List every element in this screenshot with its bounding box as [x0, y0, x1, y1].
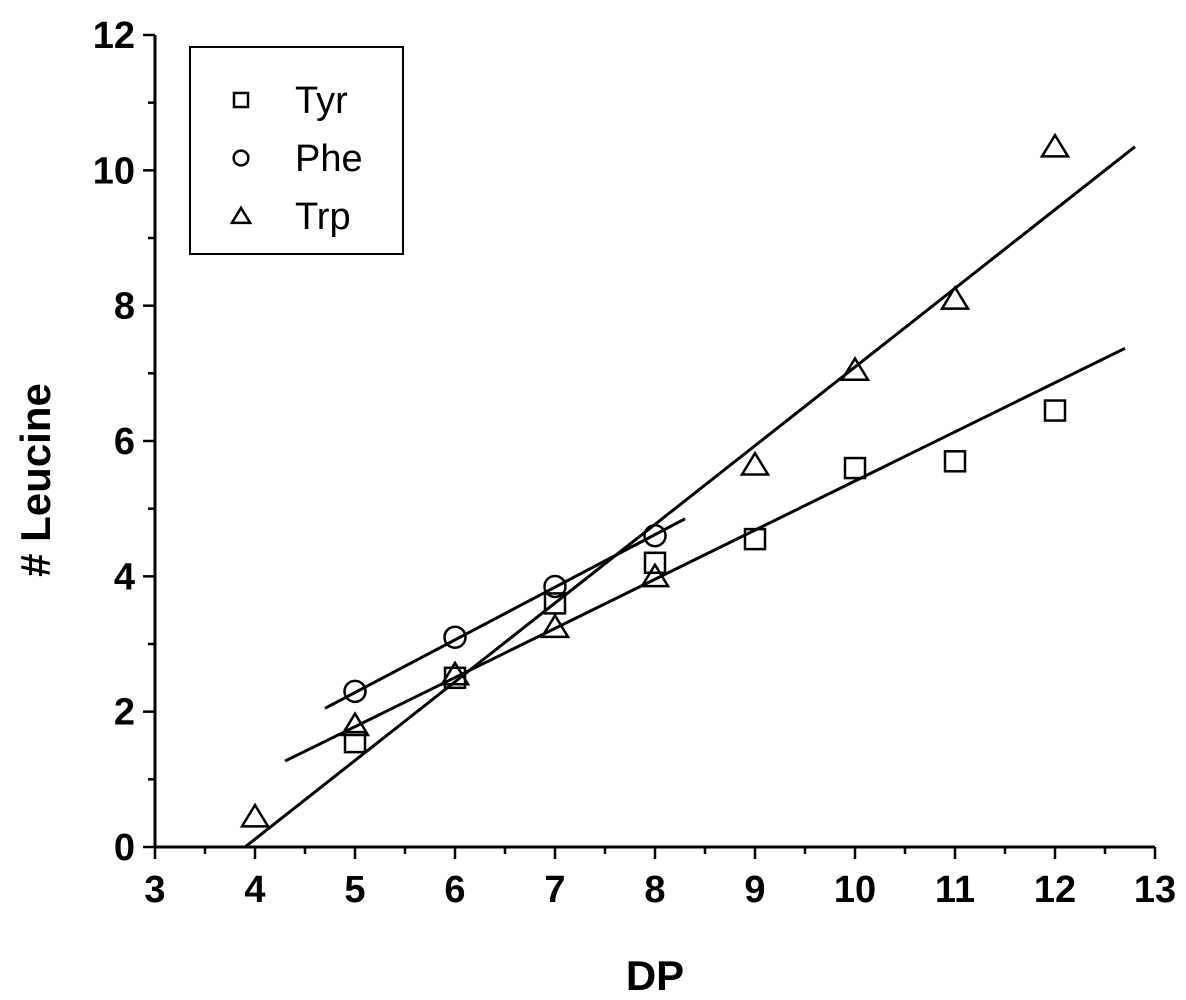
- legend-label-phe: Phe: [295, 138, 363, 180]
- legend-triangle-icon: [229, 205, 253, 225]
- tyr-data-point: [843, 456, 867, 480]
- y-tick-label: 0: [114, 827, 135, 869]
- x-tick-label: 3: [144, 869, 165, 911]
- legend-label-trp: Trp: [295, 196, 351, 238]
- x-tick-label: 10: [834, 869, 876, 911]
- y-tick-label: 8: [114, 286, 135, 328]
- phe-data-point: [643, 523, 667, 548]
- trp-data-point: [939, 285, 971, 310]
- legend-label-tyr: Tyr: [295, 80, 348, 122]
- x-tick-label: 12: [1034, 869, 1076, 911]
- trp-data-point: [339, 711, 371, 737]
- x-tick-label: 13: [1134, 869, 1176, 911]
- trp-data-point: [639, 562, 671, 588]
- phe-data-point: [443, 625, 467, 649]
- x-tick-label: 11: [935, 869, 975, 911]
- tyr-data-point: [643, 551, 667, 575]
- x-tick-label: 9: [744, 869, 765, 911]
- x-tick-label: 4: [244, 869, 265, 911]
- x-tick-label: 6: [444, 869, 465, 911]
- x-tick-label: 5: [344, 869, 365, 911]
- trp-data-point: [1039, 132, 1071, 158]
- x-axis-title: DP: [626, 952, 684, 999]
- legend: Tyr Phe Trp: [189, 46, 404, 255]
- legend-circle-icon: [232, 149, 250, 167]
- fit-lines: [244, 145, 1136, 849]
- trp-data-point: [439, 660, 471, 686]
- tyr-data-point: [343, 730, 367, 754]
- legend-box: [189, 46, 404, 255]
- y-tick-label: 10: [93, 150, 135, 192]
- trp-data-point: [739, 450, 771, 476]
- phe-data-point: [543, 574, 567, 599]
- tyr-data-point: [943, 450, 967, 473]
- phe-data-point: [343, 679, 367, 704]
- y-tick-label: 6: [114, 421, 135, 463]
- x-tick-label: 7: [544, 869, 565, 911]
- legend-square-icon: [232, 91, 250, 109]
- y-tick-label: 4: [114, 556, 135, 598]
- tyr-data-point: [1043, 399, 1067, 422]
- trp-data-point: [539, 613, 571, 639]
- trp-data-point: [839, 356, 871, 381]
- plot-area: 3 4 5 6 7 8 9 10 11 12 13 0 2 4 6 8 10 12: [93, 15, 1176, 911]
- fit-line-phe: [324, 517, 686, 710]
- y-tick-label: 2: [114, 692, 135, 734]
- y-tick-label: 12: [93, 15, 135, 57]
- fit-line-trp: [244, 145, 1136, 849]
- y-axis-title: # Leucine: [12, 383, 59, 577]
- trp-data-point: [239, 802, 271, 828]
- tyr-data-point: [743, 527, 767, 551]
- x-tick-label: 8: [644, 869, 665, 911]
- data-markers: [239, 132, 1071, 828]
- fit-line-tyr: [284, 346, 1126, 763]
